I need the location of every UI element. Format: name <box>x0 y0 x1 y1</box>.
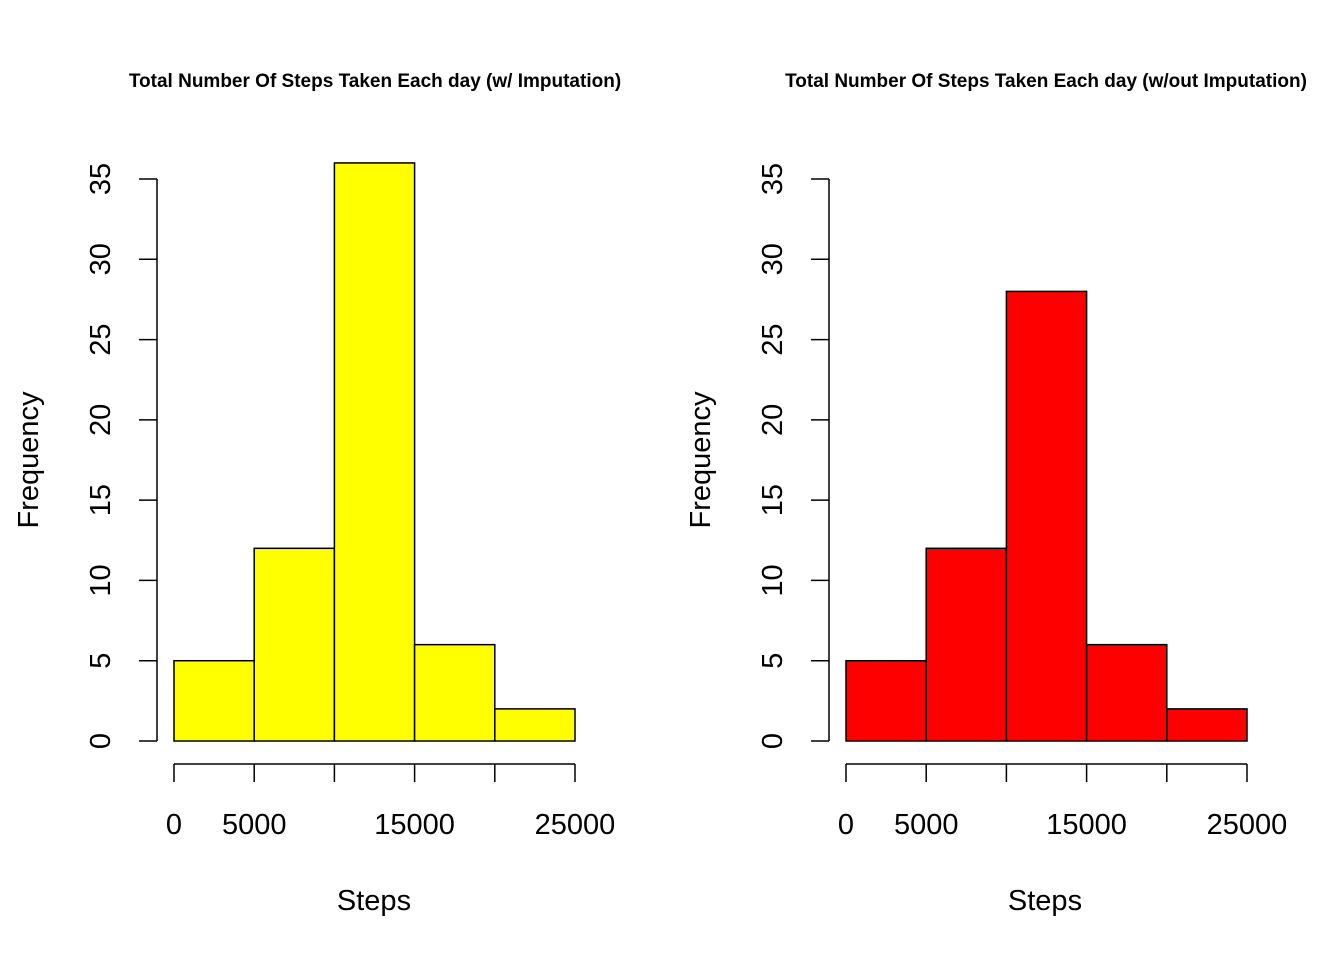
histogram-bar <box>173 659 255 742</box>
x-axis-label: Steps <box>1008 885 1082 917</box>
histogram-bar <box>1166 708 1248 742</box>
histogram-bar <box>333 162 416 742</box>
histogram-bar <box>494 708 576 742</box>
histogram-bar <box>845 659 927 742</box>
y-tick-label: 15 <box>757 484 789 516</box>
chart-title: Total Number Of Steps Taken Each day (w/… <box>129 71 621 92</box>
y-tick-label: 35 <box>85 163 117 195</box>
y-tick-label: 15 <box>85 484 117 516</box>
y-axis-label: Frequency <box>13 391 45 529</box>
histogram-bar <box>1085 643 1168 742</box>
y-tick-label: 10 <box>85 564 117 596</box>
x-axis-label: Steps <box>337 885 411 917</box>
y-tick-label: 30 <box>757 243 789 275</box>
x-tick-label: 15000 <box>374 809 455 841</box>
histogram-bar <box>1005 290 1088 742</box>
x-tick-label: 0 <box>838 809 854 841</box>
histogram-bar <box>253 547 336 742</box>
y-tick-label: 25 <box>85 323 117 355</box>
x-tick-label: 0 <box>166 809 182 841</box>
histogram-panel-1: Total Number Of Steps Taken Each day (w/… <box>13 71 621 917</box>
x-tick-label: 25000 <box>535 809 616 841</box>
histogram-bar <box>413 643 496 742</box>
y-tick-label: 25 <box>757 323 789 355</box>
x-tick-label: 15000 <box>1046 809 1127 841</box>
y-tick-label: 0 <box>85 733 117 749</box>
y-tick-label: 5 <box>85 653 117 669</box>
y-tick-label: 10 <box>757 564 789 596</box>
y-tick-label: 20 <box>85 404 117 436</box>
chart-title: Total Number Of Steps Taken Each day (w/… <box>785 71 1307 92</box>
histogram-bar <box>925 547 1008 742</box>
x-tick-label: 5000 <box>894 809 959 841</box>
y-tick-label: 30 <box>85 243 117 275</box>
x-tick-label: 25000 <box>1207 809 1288 841</box>
y-tick-label: 5 <box>757 653 789 669</box>
y-tick-label: 0 <box>757 733 789 749</box>
y-axis-label: Frequency <box>685 391 717 529</box>
y-tick-label: 35 <box>757 163 789 195</box>
y-tick-label: 20 <box>757 404 789 436</box>
histogram-panel-2: Total Number Of Steps Taken Each day (w/… <box>685 71 1307 917</box>
x-tick-label: 5000 <box>222 809 287 841</box>
